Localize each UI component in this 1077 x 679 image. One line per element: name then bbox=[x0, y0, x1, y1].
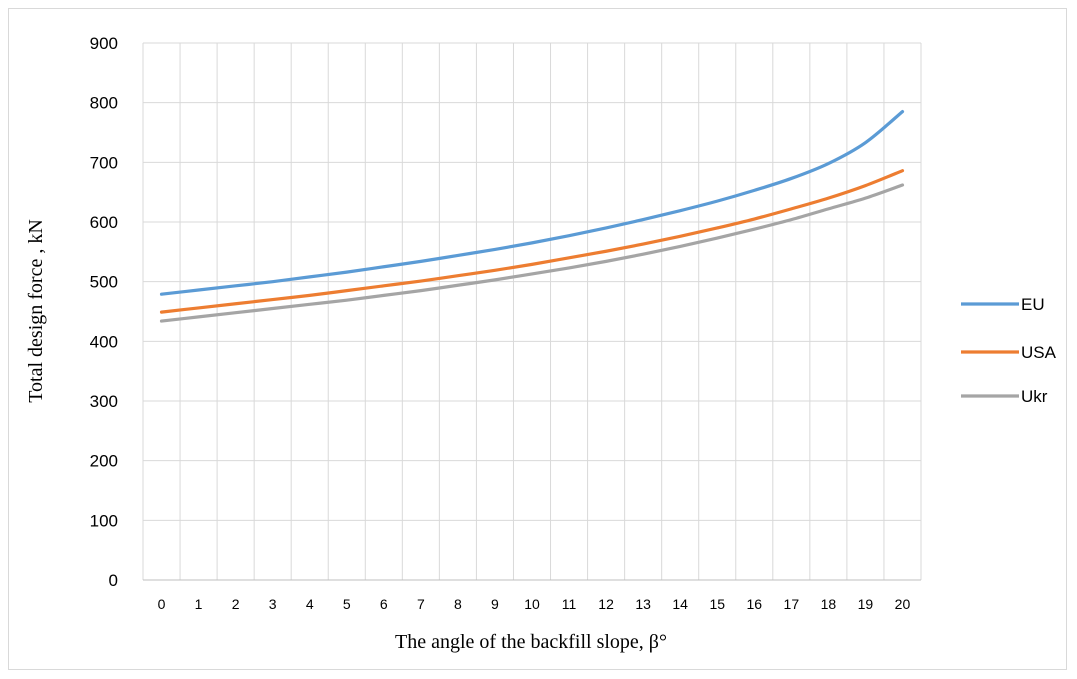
grid-lines bbox=[142, 42, 922, 581]
y-tick-label: 200 bbox=[90, 452, 118, 471]
y-tick-label: 100 bbox=[90, 511, 118, 530]
x-tick-label: 10 bbox=[524, 596, 540, 612]
x-tick-label: 11 bbox=[562, 596, 577, 612]
x-tick-label: 15 bbox=[709, 596, 725, 612]
y-tick-label: 800 bbox=[90, 94, 118, 113]
chart-frame bbox=[8, 8, 1067, 670]
y-tick-label: 600 bbox=[90, 213, 118, 232]
series-line-eu bbox=[159, 110, 905, 296]
x-tick-label: 3 bbox=[269, 596, 277, 612]
x-tick-label: 20 bbox=[895, 596, 911, 612]
x-tick-label: 0 bbox=[158, 596, 166, 612]
y-tick-label: 0 bbox=[109, 571, 118, 590]
series-lines bbox=[159, 110, 905, 323]
series-line-usa bbox=[159, 169, 905, 314]
x-tick-label: 12 bbox=[598, 596, 614, 612]
x-tick-label: 19 bbox=[858, 596, 874, 612]
x-tick-label: 8 bbox=[454, 596, 462, 612]
legend-label-usa: USA bbox=[1021, 343, 1057, 362]
x-tick-label: 5 bbox=[343, 596, 351, 612]
x-tick-label: 4 bbox=[306, 596, 314, 612]
x-tick-label: 16 bbox=[746, 596, 762, 612]
x-axis-title: The angle of the backfill slope, β° bbox=[395, 631, 667, 653]
y-tick-label: 900 bbox=[90, 34, 118, 53]
x-tick-labels: 0 1 2 3 4 5 6 7 8 9 10 11 12 13 14 15 16 17 18 19 20 bbox=[158, 596, 911, 612]
series-line-ukr bbox=[159, 183, 905, 323]
legend-label-ukr: Ukr bbox=[1021, 387, 1048, 406]
y-tick-label: 700 bbox=[90, 153, 118, 172]
y-tick-label: 500 bbox=[90, 273, 118, 292]
x-tick-label: 7 bbox=[417, 596, 425, 612]
x-tick-label: 2 bbox=[232, 596, 240, 612]
x-tick-label: 9 bbox=[491, 596, 499, 612]
y-tick-label: 400 bbox=[90, 332, 118, 351]
x-tick-label: 14 bbox=[672, 596, 688, 612]
y-axis-title: Total design force , kN bbox=[25, 219, 47, 403]
x-tick-label: 17 bbox=[784, 596, 800, 612]
x-tick-label: 13 bbox=[635, 596, 651, 612]
x-tick-label: 1 bbox=[195, 596, 203, 612]
legend-label-eu: EU bbox=[1021, 295, 1045, 314]
x-tick-label: 6 bbox=[380, 596, 388, 612]
y-tick-label: 300 bbox=[90, 392, 118, 411]
x-tick-label: 18 bbox=[821, 596, 837, 612]
legend: EU USA Ukr bbox=[961, 295, 1057, 406]
y-tick-labels: 0 100 200 300 400 500 600 700 800 900 bbox=[90, 34, 118, 590]
